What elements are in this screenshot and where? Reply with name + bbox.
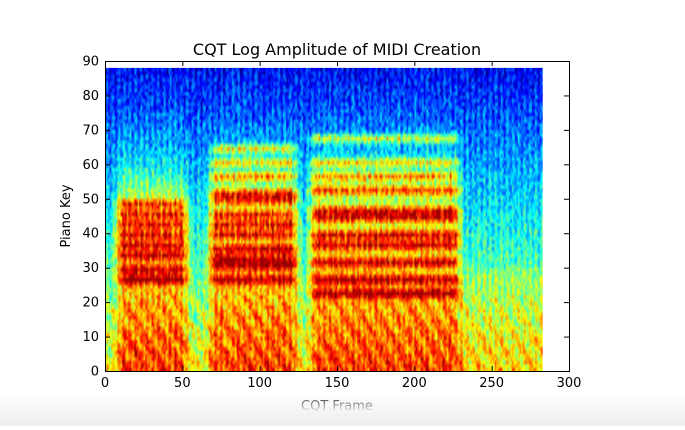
- x-tick-label: 50: [174, 376, 191, 391]
- heatmap-image: [105, 67, 543, 371]
- y-tick-label: 80: [82, 89, 99, 104]
- y-tick-label: 20: [82, 296, 99, 311]
- heatmap-layer: [105, 67, 543, 371]
- y-tick-label: 30: [82, 261, 99, 276]
- y-tick-label: 70: [82, 123, 99, 138]
- y-axis-label: Piano Key: [59, 184, 74, 247]
- x-axis-label: CQT Frame: [301, 399, 373, 414]
- x-tick-label: 300: [557, 376, 582, 391]
- x-axis-ticks: 0 50 100 150 200 250 300: [101, 61, 582, 391]
- y-tick-label: 50: [82, 192, 99, 207]
- y-tick-label: 90: [82, 55, 99, 70]
- y-tick-label: 10: [82, 330, 99, 345]
- chart-title: CQT Log Amplitude of MIDI Creation: [193, 40, 481, 59]
- y-tick-label: 0: [91, 365, 99, 380]
- x-tick-label: 100: [247, 376, 272, 391]
- y-tick-label: 40: [82, 227, 99, 242]
- y-axis-ticks: 0 10 20 30 40 50 60 70 80 90: [82, 55, 569, 380]
- x-tick-label: 150: [325, 376, 350, 391]
- x-tick-label: 0: [101, 376, 109, 391]
- x-tick-label: 250: [479, 376, 504, 391]
- x-tick-label: 200: [402, 376, 427, 391]
- y-tick-label: 60: [82, 158, 99, 173]
